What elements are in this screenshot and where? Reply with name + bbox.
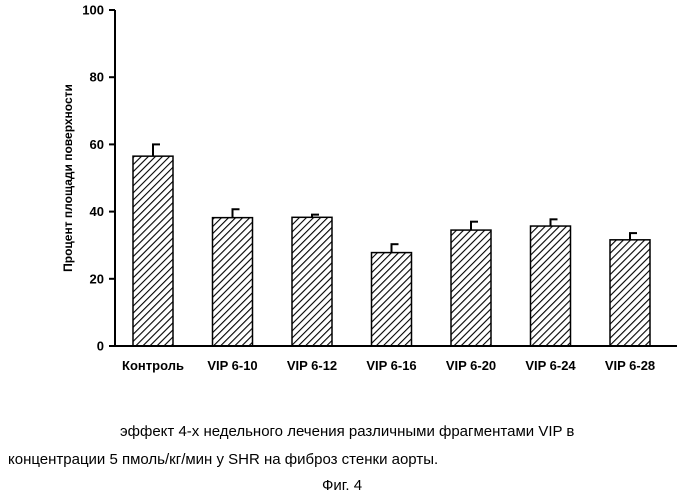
category-labels-layer: Контроль VIP 6-10 VIP 6-12 VIP 6-16 VIP 6-20… [122, 358, 655, 373]
error-bar-6 [629, 233, 637, 240]
y-axis-label: Процент площади поверхности [61, 84, 75, 272]
bar-6 [610, 240, 650, 346]
bar-1 [213, 218, 253, 346]
error-bar-1 [232, 209, 240, 217]
bar-3 [372, 253, 412, 346]
category-label-0: Контроль [122, 358, 184, 373]
category-label-2: VIP 6-12 [287, 358, 337, 373]
y-tick-label-2: 40 [90, 204, 104, 219]
category-label-4: VIP 6-20 [446, 358, 496, 373]
bar-2 [292, 217, 332, 346]
caption-line-1: эффект 4-х недельного лечения различными… [120, 423, 574, 440]
bar-0 [133, 156, 173, 346]
category-label-6: VIP 6-28 [605, 358, 655, 373]
figure-label: Фиг. 4 [322, 477, 362, 494]
error-bar-0 [152, 144, 160, 156]
y-tick-label-1: 20 [90, 271, 104, 286]
y-tick-label-0: 0 [97, 339, 104, 354]
error-bar-4 [470, 222, 478, 230]
bar-5 [531, 226, 571, 346]
category-label-3: VIP 6-16 [366, 358, 416, 373]
category-label-5: VIP 6-24 [525, 358, 576, 373]
caption-line-2: концентрации 5 пмоль/кг/мин у SHR на фиб… [8, 451, 438, 468]
bar-chart: 0 20 40 60 80 100 Контроль VIP 6-10 VIP 6-12 VIP… [0, 0, 682, 400]
y-tick-label-5: 100 [82, 3, 104, 18]
error-bar-5 [550, 219, 558, 226]
y-tick-label-3: 60 [90, 137, 104, 152]
category-label-1: VIP 6-10 [207, 358, 257, 373]
y-tick-label-4: 80 [90, 70, 104, 85]
error-bar-3 [391, 244, 399, 252]
y-ticks-layer: 0 20 40 60 80 100 [82, 3, 115, 354]
bar-4 [451, 230, 491, 346]
